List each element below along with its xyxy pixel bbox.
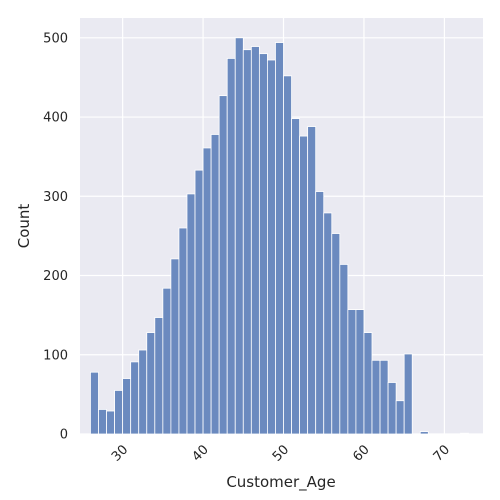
y-tick-label: 200 — [43, 269, 68, 284]
histogram-bar — [146, 332, 156, 435]
histogram-bar — [162, 287, 172, 435]
histogram-bar — [347, 309, 357, 435]
histogram-bar — [403, 353, 413, 435]
histogram-bar — [98, 409, 107, 435]
y-tick-label: 400 — [43, 111, 68, 126]
histogram-bar — [299, 135, 309, 435]
histogram-bar — [275, 42, 284, 435]
histogram-bar — [202, 147, 212, 435]
y-tick-label: 0 — [60, 428, 68, 443]
x-axis-label: Customer_Age — [226, 473, 335, 492]
y-tick-label: 500 — [43, 31, 68, 46]
y-axis-ticks: 0 100 200 300 400 500 — [43, 31, 68, 442]
histogram-bar — [186, 193, 196, 435]
x-tick-label: 30 — [109, 442, 131, 464]
x-tick-label: 50 — [270, 442, 292, 464]
histogram-bar — [154, 317, 164, 435]
histogram-bar — [355, 309, 365, 435]
histogram-bar — [122, 378, 132, 435]
histogram-bar — [387, 382, 397, 435]
bars — [90, 37, 469, 435]
histogram-bar — [258, 53, 268, 435]
histogram-bar — [170, 258, 180, 435]
histogram-bar — [242, 49, 252, 435]
histogram-bar — [363, 332, 373, 435]
histogram-bar — [210, 134, 220, 435]
histogram-bar — [371, 359, 381, 435]
histogram-bar — [331, 233, 341, 435]
histogram-bar — [339, 264, 349, 435]
histogram-bar — [130, 361, 140, 435]
histogram-bar — [395, 400, 405, 435]
histogram-bar — [218, 95, 228, 435]
histogram-bar — [90, 371, 99, 435]
histogram-bar — [178, 227, 188, 435]
histogram-bar — [379, 359, 389, 435]
histogram-bar — [250, 46, 260, 435]
histogram-bar — [307, 126, 317, 435]
histogram-bar — [315, 191, 325, 435]
histogram-bar — [138, 349, 148, 435]
histogram-bar — [106, 410, 115, 435]
histogram-bar — [226, 58, 236, 435]
histogram-bar — [460, 432, 469, 435]
histogram-bar — [234, 37, 244, 435]
x-tick-label: 70 — [431, 442, 453, 464]
x-axis-ticks: 30 40 50 60 70 — [109, 442, 453, 464]
histogram-bar — [194, 169, 204, 435]
histogram-bar — [323, 212, 333, 435]
histogram-bar — [291, 118, 300, 435]
y-axis-label: Count — [15, 204, 33, 249]
histogram-bar — [267, 59, 276, 435]
x-tick-label: 40 — [189, 442, 211, 464]
y-tick-label: 100 — [43, 348, 68, 363]
histogram-bar — [419, 431, 429, 435]
histogram-bar — [114, 390, 124, 435]
y-tick-label: 300 — [43, 190, 68, 205]
histogram-bar — [283, 75, 292, 435]
x-tick-label: 60 — [350, 442, 372, 464]
